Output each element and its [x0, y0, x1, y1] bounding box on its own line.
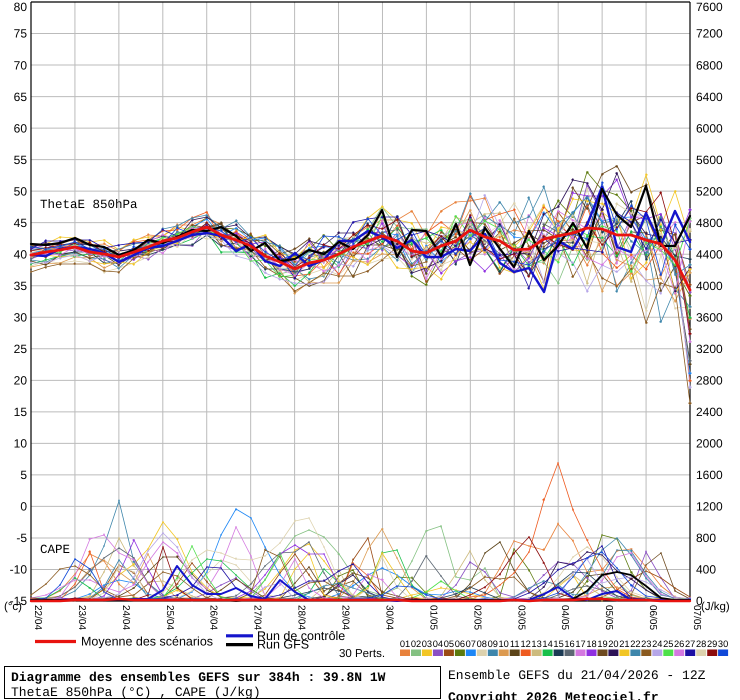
svg-text:800: 800	[696, 531, 716, 545]
svg-text:3600: 3600	[696, 310, 723, 324]
svg-text:2800: 2800	[696, 374, 723, 388]
svg-text:06: 06	[455, 639, 465, 649]
svg-text:CAPE: CAPE	[40, 543, 70, 557]
svg-text:14: 14	[542, 639, 552, 649]
svg-text:1200: 1200	[696, 500, 723, 514]
svg-text:02: 02	[411, 639, 421, 649]
svg-text:28/04: 28/04	[296, 605, 307, 630]
svg-text:21: 21	[619, 639, 629, 649]
svg-text:01: 01	[400, 639, 410, 649]
svg-text:27/04: 27/04	[252, 605, 263, 630]
svg-text:Run GFS: Run GFS	[257, 638, 309, 652]
svg-text:09: 09	[488, 639, 498, 649]
svg-text:28: 28	[696, 639, 706, 649]
svg-text:4400: 4400	[696, 247, 723, 261]
svg-text:16: 16	[564, 639, 574, 649]
svg-text:30: 30	[718, 639, 728, 649]
svg-text:7200: 7200	[696, 27, 723, 41]
svg-text:5200: 5200	[696, 184, 723, 198]
svg-text:10: 10	[14, 437, 28, 451]
svg-text:25/04: 25/04	[164, 605, 175, 630]
svg-text:17: 17	[575, 639, 585, 649]
svg-text:60: 60	[14, 121, 28, 135]
svg-text:04/05: 04/05	[559, 605, 570, 630]
svg-text:22/04: 22/04	[32, 605, 43, 630]
svg-text:05/05: 05/05	[603, 605, 614, 630]
svg-text:3200: 3200	[696, 342, 723, 356]
svg-text:22: 22	[630, 639, 640, 649]
svg-text:-5: -5	[16, 531, 27, 545]
svg-text:45: 45	[14, 216, 28, 230]
svg-text:30: 30	[14, 310, 28, 324]
svg-text:27: 27	[685, 639, 695, 649]
svg-text:03: 03	[422, 639, 432, 649]
svg-text:6400: 6400	[696, 90, 723, 104]
svg-text:04: 04	[433, 639, 443, 649]
svg-text:400: 400	[696, 563, 716, 577]
svg-text:5600: 5600	[696, 153, 723, 167]
svg-text:Moyenne des scénarios: Moyenne des scénarios	[81, 635, 213, 649]
svg-text:20: 20	[608, 639, 618, 649]
svg-text:2400: 2400	[696, 405, 723, 419]
svg-text:13: 13	[531, 639, 541, 649]
svg-text:03/05: 03/05	[515, 605, 526, 630]
svg-text:70: 70	[14, 58, 28, 72]
svg-text:2000: 2000	[696, 437, 723, 451]
svg-text:08: 08	[477, 639, 487, 649]
svg-text:65: 65	[14, 90, 28, 104]
svg-text:-10: -10	[10, 563, 28, 577]
svg-text:07: 07	[466, 639, 476, 649]
svg-text:ThetaE 850hPa: ThetaE 850hPa	[40, 198, 138, 212]
svg-text:1600: 1600	[696, 468, 723, 482]
svg-text:30 Perts.: 30 Perts.	[339, 648, 385, 660]
svg-text:23: 23	[641, 639, 651, 649]
svg-text:5: 5	[20, 468, 27, 482]
svg-text:15: 15	[14, 405, 28, 419]
svg-text:07/05: 07/05	[691, 605, 702, 630]
svg-text:4000: 4000	[696, 279, 723, 293]
svg-text:15: 15	[553, 639, 563, 649]
svg-text:29/04: 29/04	[340, 605, 351, 630]
svg-text:40: 40	[14, 247, 28, 261]
svg-text:(J/kg): (J/kg)	[701, 601, 730, 613]
svg-text:29: 29	[707, 639, 717, 649]
svg-text:55: 55	[14, 153, 28, 167]
svg-text:01/05: 01/05	[427, 605, 438, 630]
svg-text:6000: 6000	[696, 121, 723, 135]
svg-text:26/04: 26/04	[208, 605, 219, 630]
svg-text:75: 75	[14, 27, 28, 41]
svg-text:35: 35	[14, 279, 28, 293]
svg-text:4800: 4800	[696, 216, 723, 230]
svg-text:6800: 6800	[696, 58, 723, 72]
svg-text:05: 05	[444, 639, 454, 649]
svg-text:0: 0	[20, 500, 27, 514]
svg-text:19: 19	[597, 639, 607, 649]
svg-text:26: 26	[674, 639, 684, 649]
svg-text:50: 50	[14, 184, 28, 198]
svg-text:12: 12	[521, 639, 531, 649]
svg-text:18: 18	[586, 639, 596, 649]
svg-text:30/04: 30/04	[383, 605, 394, 630]
svg-text:(°c): (°c)	[4, 601, 22, 613]
svg-text:20: 20	[14, 374, 28, 388]
svg-text:24: 24	[652, 639, 662, 649]
svg-text:02/05: 02/05	[471, 605, 482, 630]
svg-text:80: 80	[14, 0, 28, 14]
svg-text:25: 25	[14, 342, 28, 356]
svg-text:25: 25	[663, 639, 673, 649]
svg-text:7600: 7600	[696, 0, 723, 14]
svg-text:23/04: 23/04	[76, 605, 87, 630]
svg-text:10: 10	[499, 639, 509, 649]
svg-text:11: 11	[510, 639, 520, 649]
svg-text:24/04: 24/04	[120, 605, 131, 630]
svg-text:06/05: 06/05	[647, 605, 658, 630]
